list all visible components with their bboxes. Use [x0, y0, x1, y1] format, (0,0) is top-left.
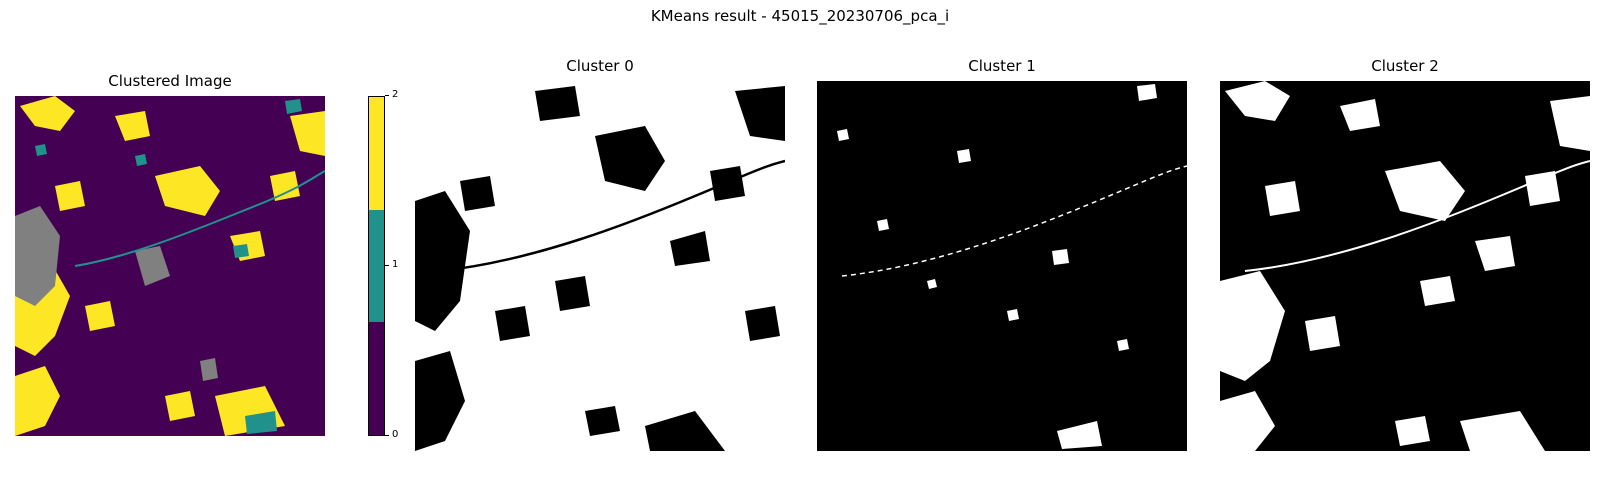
- clustered-image: [15, 96, 325, 436]
- cluster-2-mask: [1220, 81, 1590, 451]
- cluster-2-mask-map: [1220, 81, 1590, 451]
- colorbar-label-2: 2: [392, 89, 399, 100]
- nodata-regions: [15, 206, 218, 381]
- cluster-0-road-line: [439, 159, 785, 273]
- colorbar: [368, 96, 385, 436]
- cluster-1-road-line: [841, 165, 1187, 277]
- cluster-1-regions: [35, 99, 302, 434]
- cluster-0-mask: [415, 81, 785, 451]
- cluster-1-title: Cluster 1: [968, 57, 1036, 75]
- cluster-0-excluded-regions: [415, 86, 785, 451]
- colorbar-segment-1: [369, 209, 384, 323]
- clustered-image-title: Clustered Image: [108, 72, 232, 90]
- colorbar-tick-0: [385, 435, 389, 436]
- cluster-1-included-regions: [837, 84, 1157, 449]
- cluster-0-mask-map: [415, 86, 785, 451]
- road-line: [74, 170, 325, 267]
- cluster-2-included-regions: [1220, 81, 1590, 451]
- colorbar-label-0: 0: [392, 429, 399, 440]
- colorbar-tick-1: [385, 265, 389, 266]
- cluster-1-mask: [817, 81, 1187, 451]
- cluster-1-mask-map: [837, 84, 1187, 449]
- colorbar-tick-2: [385, 95, 389, 96]
- colorbar-segment-2: [369, 97, 384, 210]
- colorbar-segment-0: [369, 322, 384, 435]
- clustered-image-map: [15, 96, 325, 436]
- cluster-0-title: Cluster 0: [566, 57, 634, 75]
- colorbar-label-1: 1: [392, 259, 399, 270]
- cluster-2-regions: [15, 96, 325, 436]
- cluster-2-road-line: [1244, 160, 1590, 272]
- cluster-2-title: Cluster 2: [1371, 57, 1439, 75]
- figure-title: KMeans result - 45015_20230706_pca_i: [650, 7, 950, 25]
